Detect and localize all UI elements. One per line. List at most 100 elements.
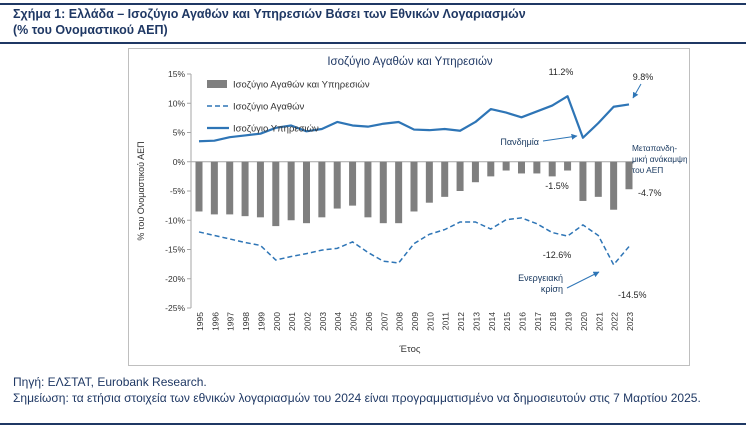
bar-2000: [272, 161, 280, 227]
bar-2010: [425, 161, 433, 203]
annotation-recovery: Μεταπανδη-: [632, 143, 677, 153]
legend-label-goods: Ισοζύγιο Αγαθών: [233, 102, 305, 113]
annotation-arrow-pandemic: [542, 133, 578, 142]
x-tick-label-2003: 2003: [318, 312, 328, 331]
legend-label-services: Ισοζύγιο Υπηρεσιών: [233, 124, 319, 135]
annotation-pandemic: Πανδημία: [500, 137, 539, 147]
y-tick-label: -20%: [165, 274, 185, 284]
bar-1999: [256, 161, 264, 218]
chart-title: Ισοζύγιο Αγαθών και Υπηρεσιών: [327, 56, 493, 68]
goods-line: [198, 217, 630, 267]
annotation-energy-crisis: Ενεργειακή: [518, 273, 563, 283]
bar-2021: [594, 161, 602, 197]
bar-2018: [548, 161, 556, 177]
legend-label-total: Ισοζύγιο Αγαθών και Υπηρεσιών: [233, 80, 370, 91]
x-tick-label-2007: 2007: [379, 312, 389, 331]
bar-2009: [410, 161, 418, 212]
y-tick-label: -25%: [165, 303, 185, 313]
figure-caption: Σχήμα 1: Ελλάδα – Ισοζύγιο Αγαθών και Υπ…: [13, 6, 736, 39]
bar-2006: [364, 161, 372, 218]
bar-2004: [333, 161, 341, 209]
y-tick-label: -15%: [165, 245, 185, 255]
bar-2005: [349, 161, 357, 206]
annotation-total-2019: -1.5%: [545, 181, 569, 191]
services-line: [198, 95, 630, 143]
x-tick-label-1996: 1996: [210, 312, 220, 331]
x-tick-label-2019: 2019: [564, 312, 574, 331]
x-tick-label-2014: 2014: [487, 312, 497, 331]
x-tick-label-2002: 2002: [302, 312, 312, 331]
annotation-total-2023: -4.7%: [638, 188, 662, 198]
x-tick-label-2001: 2001: [287, 312, 297, 331]
bar-1997: [226, 161, 234, 215]
bar-2002: [302, 161, 310, 224]
footer: Πηγή: ΕΛΣΤΑΤ, Eurobank Research. Σημείωσ…: [13, 375, 701, 406]
bar-2014: [487, 161, 495, 177]
y-tick-label: -5%: [170, 186, 186, 196]
top-rule: [0, 3, 746, 5]
annotation-goods-2023: -14.5%: [618, 290, 647, 300]
header-rule: [0, 42, 746, 44]
x-tick-label-2008: 2008: [395, 312, 405, 331]
y-tick-label: 0%: [173, 157, 186, 167]
x-tick-label-1999: 1999: [256, 312, 266, 331]
x-tick-label-2011: 2011: [441, 312, 451, 331]
bar-2017: [533, 161, 541, 174]
y-tick-label: -10%: [165, 215, 185, 225]
y-tick-label: 5%: [173, 128, 186, 138]
bar-2013: [471, 161, 479, 183]
annotation-recovery: μική ανάκαμψη: [632, 154, 687, 164]
x-tick-label-2004: 2004: [333, 312, 343, 331]
figure-caption-line1: Σχήμα 1: Ελλάδα – Ισοζύγιο Αγαθών και Υπ…: [13, 7, 526, 21]
figure-caption-line2: (% του Ονομαστικού ΑΕΠ): [13, 23, 168, 38]
bar-1998: [241, 161, 249, 217]
balance-chart: Ισοζύγιο Αγαθών και Υπηρεσιών 15% 10% 5% 0% -…: [136, 56, 688, 355]
x-tick-label-2006: 2006: [364, 312, 374, 331]
x-tick-label-2013: 2013: [471, 312, 481, 331]
x-tick-label-1997: 1997: [226, 312, 236, 331]
x-tick-label-1995: 1995: [195, 312, 205, 331]
x-tick-label-2005: 2005: [349, 312, 359, 331]
x-tick-label-2020: 2020: [579, 312, 589, 331]
y-axis-title: % του Ονομαστικού ΑΕΠ: [136, 141, 146, 240]
annotation-goods-2021: -12.6%: [543, 250, 572, 260]
x-tick-label-2012: 2012: [456, 312, 466, 331]
bar-2001: [287, 161, 295, 221]
annotation-arrow-services-end: [632, 83, 642, 99]
bar-2020: [579, 161, 587, 201]
x-tick-label-2021: 2021: [594, 312, 604, 331]
source-note: Πηγή: ΕΛΣΤΑΤ, Eurobank Research.: [13, 375, 207, 389]
x-tick-label-2015: 2015: [502, 312, 512, 331]
x-tick-label-2000: 2000: [272, 312, 282, 331]
x-tick-label-2018: 2018: [548, 312, 558, 331]
x-tick-label-2016: 2016: [517, 312, 527, 331]
bar-2019: [564, 161, 572, 171]
y-tick-label: 10%: [168, 98, 185, 108]
annotation-services-peak: 11.2%: [549, 67, 574, 77]
bar-2012: [456, 161, 464, 191]
x-tick-label-2023: 2023: [625, 312, 635, 331]
bar-2023: [625, 161, 633, 190]
x-tick-label-1998: 1998: [241, 312, 251, 331]
bar-2016: [517, 161, 525, 174]
bar-2022: [610, 161, 618, 210]
chart-area: Ισοζύγιο Αγαθών και Υπηρεσιών 15% 10% 5% 0% -…: [128, 48, 690, 366]
bar-1995: [195, 161, 203, 212]
bottom-rule: [0, 423, 746, 425]
release-note: Σημείωση: τα ετήσια στοιχεία των εθνικών…: [13, 390, 701, 405]
annotation-arrow-energy-crisis: [566, 271, 600, 289]
bar-2011: [441, 161, 449, 197]
bar-1996: [210, 161, 218, 215]
x-tick-label-2009: 2009: [410, 312, 420, 331]
annotation-services-end: 9.8%: [633, 72, 654, 82]
bar-2007: [379, 161, 387, 224]
bar-2003: [318, 161, 326, 218]
x-tick-label-2010: 2010: [425, 312, 435, 331]
annotation-recovery: του ΑΕΠ: [632, 165, 663, 175]
x-tick-label-2017: 2017: [533, 312, 543, 331]
x-tick-label-2022: 2022: [610, 312, 620, 331]
legend-swatch-bar: [207, 80, 227, 88]
x-axis-title: Έτος: [399, 344, 421, 355]
bar-2015: [502, 161, 510, 171]
annotation-energy-crisis: κρίση: [541, 284, 563, 294]
